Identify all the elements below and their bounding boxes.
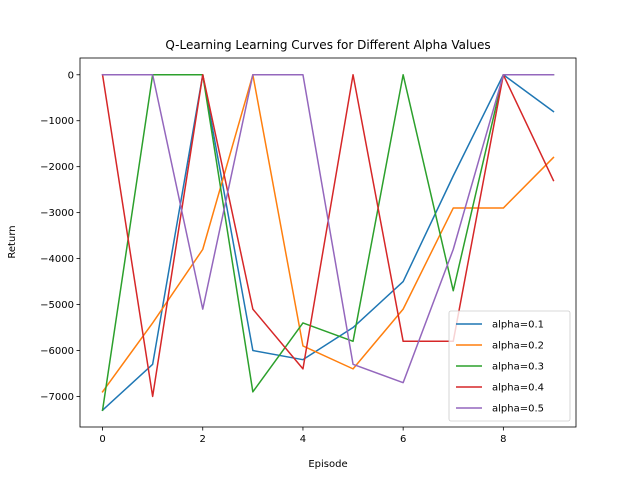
x-tick-label: 4: [300, 434, 306, 445]
legend-label: alpha=0.2: [492, 341, 544, 352]
x-tick-label: 2: [200, 434, 206, 445]
y-tick-label: −1000: [40, 116, 74, 127]
y-tick-label: −7000: [40, 392, 74, 403]
y-tick-label: −4000: [40, 254, 74, 265]
legend-label: alpha=0.3: [492, 362, 544, 373]
legend-label: alpha=0.5: [492, 404, 544, 415]
y-axis-label: Return: [7, 225, 18, 258]
legend-label: alpha=0.1: [492, 320, 544, 331]
series-line-1: [101, 74, 555, 412]
x-tick-label: 6: [400, 434, 406, 445]
chart-title: Q-Learning Learning Curves for Different…: [165, 38, 490, 52]
legend-label: alpha=0.4: [492, 383, 544, 394]
x-axis-label: Episode: [308, 459, 347, 470]
y-tick-label: −3000: [40, 208, 74, 219]
legend-box: [448, 310, 571, 422]
axes-frame: [79, 57, 577, 428]
plot-area: 0 2 4 6 8 −7000 −6000 −5000 −4000 −3000 −2000 −1000…: [40, 57, 577, 445]
x-tick-label: 8: [500, 434, 506, 445]
x-tick-label: 0: [99, 434, 105, 445]
y-tick-label: −6000: [40, 346, 74, 357]
legend: alpha=0.1 alpha=0.2 alpha=0.3 alpha=0.4 alph…: [448, 310, 571, 422]
y-tick-label: −5000: [40, 300, 74, 311]
series-line-3: [101, 74, 555, 412]
y-tick-label: 0: [68, 70, 74, 81]
y-tick-label: −2000: [40, 162, 74, 173]
series-line-5: [101, 74, 555, 384]
